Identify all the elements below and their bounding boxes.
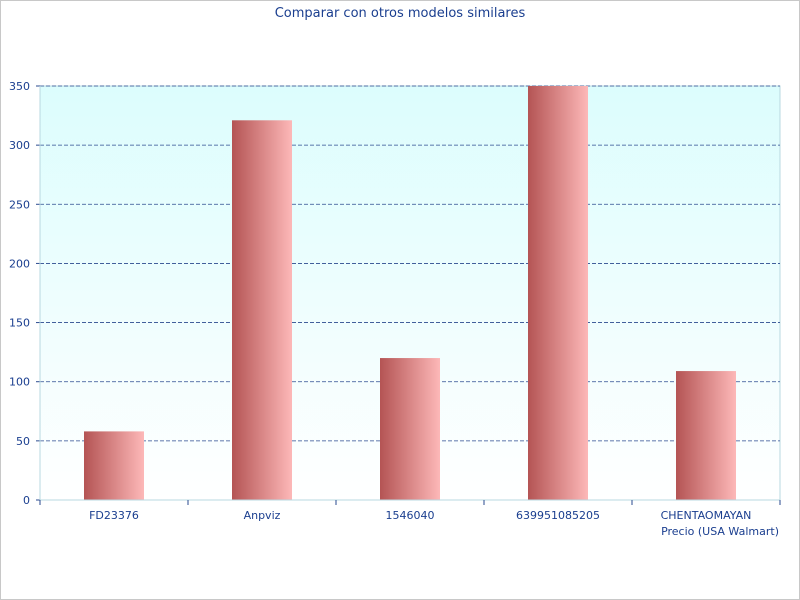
y-tick-label: 250	[9, 198, 30, 211]
x-tick-label: FD23376	[89, 509, 139, 522]
x-tick-label: CHENTAOMAYAN	[661, 509, 752, 522]
bar-FD23376	[84, 431, 144, 500]
axes	[36, 85, 781, 505]
y-tick-label: 0	[23, 494, 30, 507]
bar-CHENTAOMAYAN	[676, 371, 736, 500]
bar-1546040	[380, 358, 440, 500]
y-tick-label: 200	[9, 257, 30, 270]
x-tick-label: Anpviz	[244, 509, 281, 522]
x-axis-label: Precio (USA Walmart)	[661, 525, 779, 538]
x-tick-label: 639951085205	[516, 509, 600, 522]
bar-639951085205	[528, 86, 588, 500]
y-tick-label: 350	[9, 80, 30, 93]
y-tick-label: 300	[9, 139, 30, 152]
bar-Anpviz	[232, 120, 292, 500]
y-tick-label: 150	[9, 317, 30, 330]
chart-title: Comparar con otros modelos similares	[275, 6, 526, 21]
x-tick-labels: FD23376 Anpviz 1546040 639951085205 CHENTAOM…	[89, 509, 751, 522]
y-tick-labels: 0 50 100 150 200 250 300 350	[9, 80, 30, 507]
y-tick-label: 50	[16, 435, 30, 448]
y-tick-label: 100	[9, 376, 30, 389]
bars	[84, 86, 736, 500]
x-tick-label: 1546040	[386, 509, 435, 522]
